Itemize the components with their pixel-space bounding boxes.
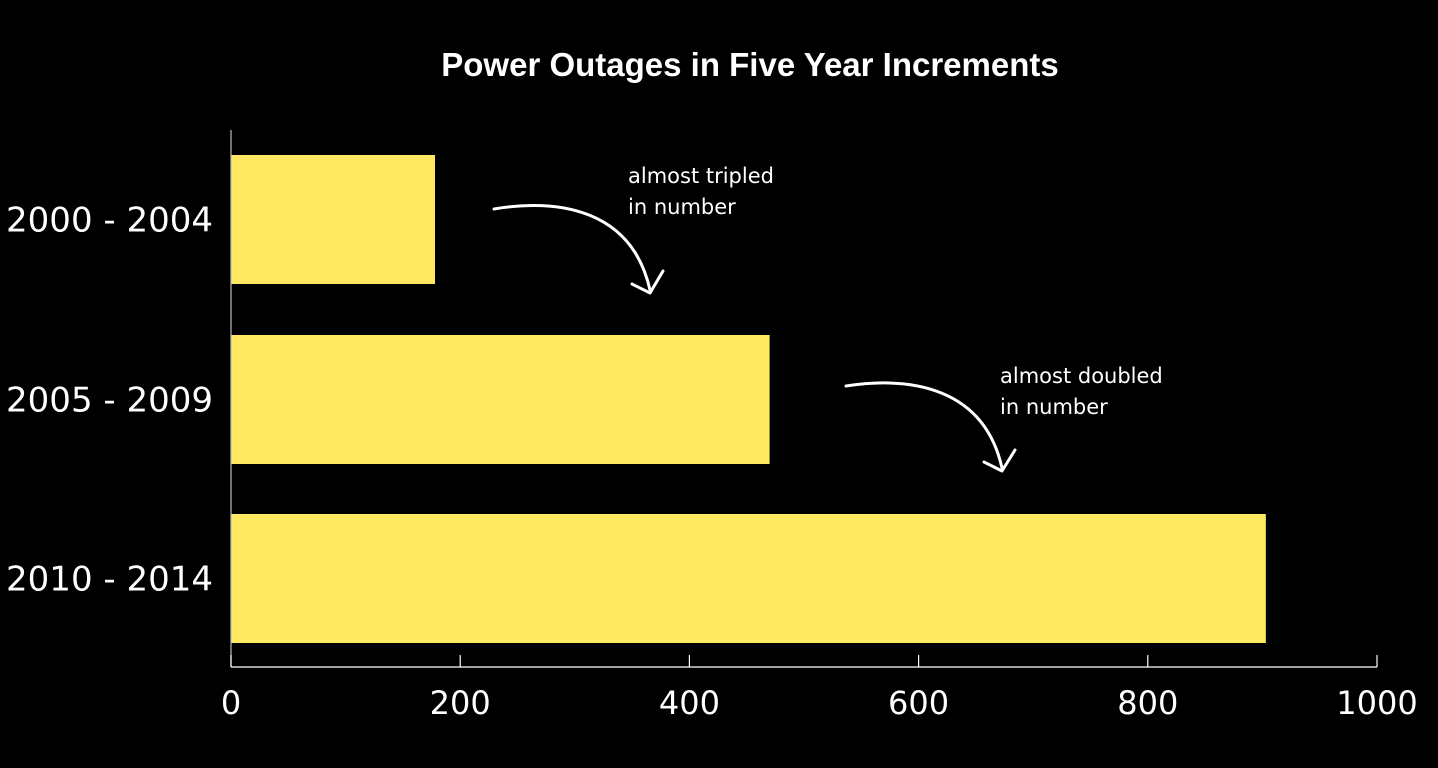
bar-2000-2004 [231, 155, 435, 284]
annotation-doubled-arrowhead [982, 448, 1017, 473]
annotation-tripled: almost tripled in number [492, 164, 774, 295]
x-tick-label: 200 [430, 684, 491, 722]
annotation-doubled-line-2: in number [1000, 395, 1108, 419]
category-labels: 2000 - 2004 2005 - 2009 2010 - 2014 [6, 201, 213, 600]
category-label: 2010 - 2014 [6, 560, 213, 600]
bar-2005-2009 [231, 335, 770, 464]
bars-group [231, 155, 1266, 643]
chart-title: Power Outages in Five Year Increments [441, 46, 1058, 83]
axes-group [230, 130, 1378, 668]
category-label: 2005 - 2009 [6, 381, 213, 421]
x-tick-label: 1000 [1336, 684, 1417, 722]
bar-2010-2014 [231, 514, 1266, 643]
annotation-doubled-arrow [844, 381, 1004, 470]
x-tick-label: 0 [221, 684, 241, 722]
x-tick-label: 600 [888, 684, 949, 722]
x-tick-labels: 0 200 400 600 800 1000 [221, 684, 1418, 722]
annotation-doubled-line-1: almost doubled [1000, 364, 1163, 388]
annotation-tripled-arrowhead [630, 269, 665, 295]
category-label: 2000 - 2004 [6, 201, 213, 241]
annotation-tripled-line-2: in number [628, 195, 736, 219]
x-tick-label: 400 [659, 684, 720, 722]
annotation-doubled: almost doubled in number [844, 364, 1163, 473]
x-tick-label: 800 [1117, 684, 1178, 722]
annotation-tripled-line-1: almost tripled [628, 164, 774, 188]
annotation-tripled-arrow [492, 204, 652, 292]
